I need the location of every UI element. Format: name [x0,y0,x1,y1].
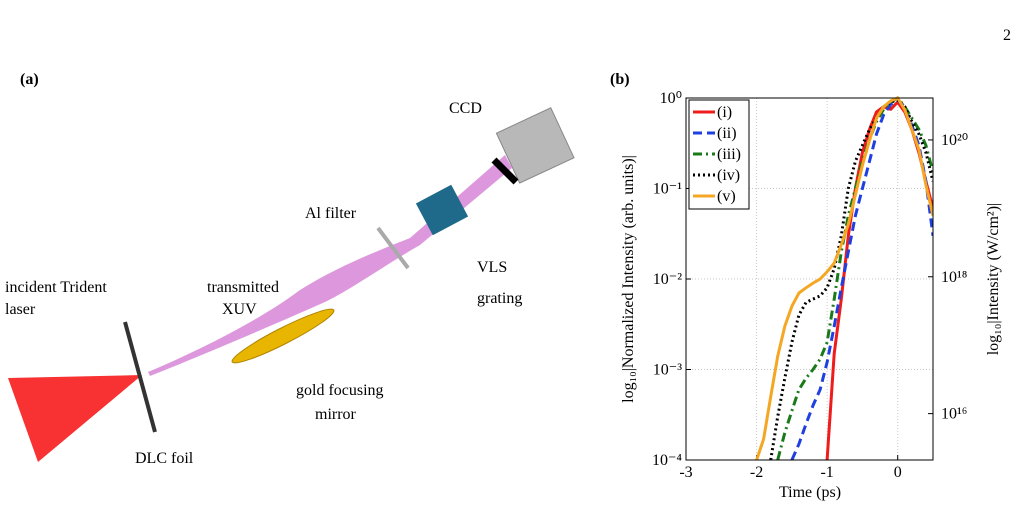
y-tick-label: 10⁻¹ [653,181,682,198]
panel-label: (b) [610,71,630,88]
legend-label: (iii) [717,146,741,163]
panel-b: (b) Time (ps) log₁₀|Normalized Intensity… [610,71,1002,501]
x-tick-label: -2 [750,464,763,481]
label: Al filter [305,205,357,222]
y-tick-label: 10⁻² [653,271,682,288]
series-group [755,96,933,460]
label: gold focusing [296,382,384,399]
y2-tick-label: 10²⁰ [941,132,968,149]
y-tick-label: 10⁻³ [653,362,682,379]
y-axis-label: log₁₀|Normalized Intensity (arb. units)| [620,155,637,403]
y2-tick-label: 10¹⁸ [941,269,967,286]
label: VLS [477,259,507,276]
series-line [790,98,933,460]
legend-label: (iv) [717,167,740,184]
x-tick-label: 0 [894,464,902,481]
y2-axis-label: log₁₀|Intensity (W/cm²)| [985,203,1002,356]
label: laser [5,301,36,318]
ccd-face [491,157,519,185]
y-tick-label: 10⁻⁴ [652,452,682,469]
x-tick-label: -1 [820,464,833,481]
dlc-foil [123,321,157,433]
xuv-beam [148,155,512,376]
panel-label: (a) [20,71,39,88]
label: incident Trident [5,279,107,296]
label: grating [477,290,522,307]
label: XUV [222,301,257,318]
al-filter [376,226,410,270]
label: CCD [449,100,482,117]
laser-beam [8,375,142,462]
legend-label: (v) [717,188,736,205]
series-line [769,98,933,460]
label: DLC foil [135,450,194,467]
vls-grating [415,184,469,236]
label: mirror [315,406,357,423]
panel-a: (a) incident Trident laser transmitted X… [5,71,575,467]
y2-tick-label: 10¹⁶ [941,406,967,423]
label: transmitted [207,279,279,296]
x-tick-label: -3 [679,464,692,481]
x-axis-label: Time (ps) [779,484,841,501]
page-number: 2 [1003,27,1011,44]
legend-label: (i) [717,104,732,121]
gold-mirror [231,308,335,364]
ccd [495,107,575,184]
plot-frame [685,97,934,461]
series-line [755,96,933,460]
y-tick-label: 10⁰ [660,90,682,107]
legend-label: (ii) [717,125,737,142]
